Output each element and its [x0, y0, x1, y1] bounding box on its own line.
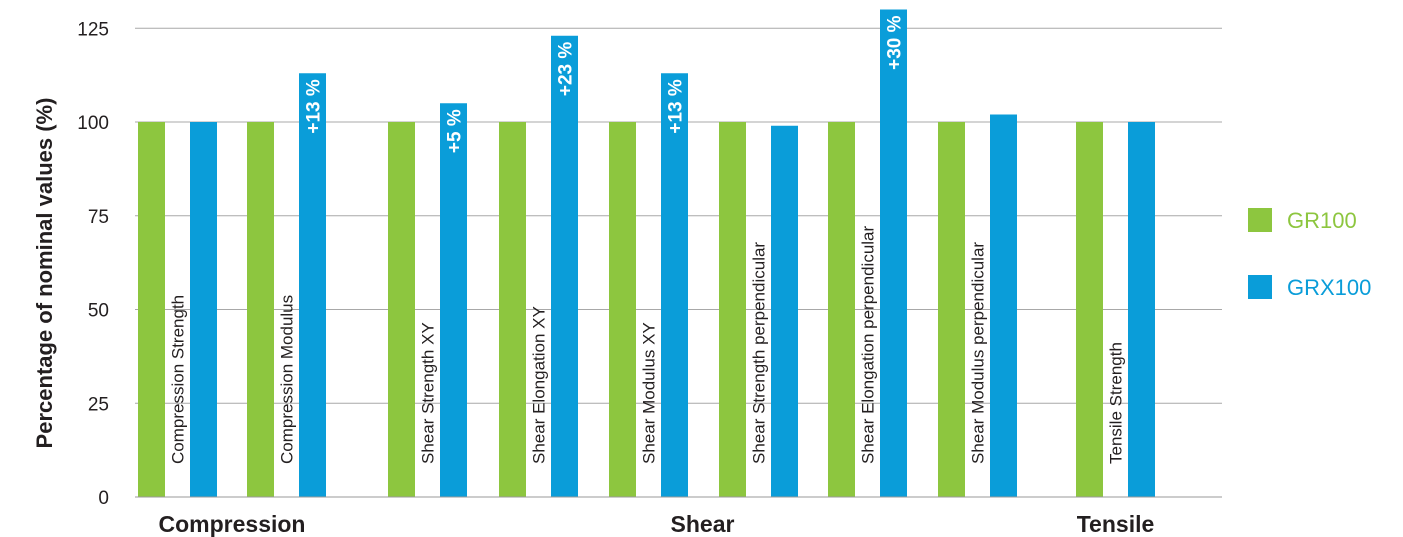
bar-gr100	[828, 122, 855, 497]
data-labels: +13 % +5 % +23 % +13 % +30 %	[304, 15, 906, 153]
data-label: +13 %	[304, 79, 325, 134]
category-label: Shear Strength XY	[419, 322, 438, 464]
category-label: Compression Modulus	[278, 295, 297, 464]
legend-label: GRX100	[1287, 275, 1371, 300]
y-tick-label: 0	[98, 488, 109, 509]
group-labels: Compression Shear Tensile	[159, 511, 1155, 537]
data-label: +23 %	[556, 42, 577, 97]
y-axis-ticks: 0 25 50 75 100 125	[77, 19, 109, 509]
bar-gr100	[609, 122, 636, 497]
bar-grx100	[771, 125, 798, 497]
legend-label: GR100	[1287, 208, 1357, 233]
bar-gr100	[499, 122, 526, 497]
bar-gr100	[938, 122, 965, 497]
y-tick-label: 25	[88, 394, 109, 415]
bar-gr100	[1076, 122, 1103, 497]
bar-grx100	[551, 35, 578, 497]
data-label: +13 %	[666, 79, 687, 134]
bars	[138, 9, 1155, 497]
group-label: Compression	[159, 511, 306, 537]
bar-gr100	[247, 122, 274, 497]
data-label: +30 %	[885, 15, 906, 70]
data-label: +5 %	[445, 109, 466, 153]
group-label: Tensile	[1077, 511, 1155, 537]
bar-grx100	[440, 103, 467, 497]
bar-grx100	[299, 73, 326, 497]
category-label: Shear Elongation XY	[530, 306, 549, 464]
bar-gr100	[388, 122, 415, 497]
bar-gr100	[138, 122, 165, 497]
legend-swatch	[1248, 208, 1272, 232]
legend: GR100 GRX100	[1248, 208, 1371, 300]
y-tick-label: 75	[88, 207, 109, 228]
y-axis-label: Percentage of nominal values (%)	[32, 98, 57, 449]
bar-grx100	[1128, 122, 1155, 497]
category-label: Shear Modulus perpendicular	[969, 242, 988, 464]
group-label: Shear	[671, 511, 735, 537]
bar-grx100	[661, 73, 688, 497]
legend-swatch	[1248, 275, 1272, 299]
category-label: Shear Modulus XY	[640, 322, 659, 464]
y-tick-label: 100	[77, 113, 109, 134]
bar-gr100	[719, 122, 746, 497]
y-tick-label: 50	[88, 301, 109, 322]
category-label: Shear Elongation perpendicular	[859, 225, 878, 464]
category-label: Shear Strength perpendicular	[750, 242, 769, 464]
category-label: Compression Strength	[169, 295, 188, 464]
bar-grx100	[190, 122, 217, 497]
y-tick-label: 125	[77, 19, 109, 40]
bar-grx100	[880, 9, 907, 497]
category-labels: Compression Strength Compression Modulus S…	[169, 225, 1126, 464]
category-label: Tensile Strength	[1107, 342, 1126, 464]
bar-grx100	[990, 114, 1017, 497]
